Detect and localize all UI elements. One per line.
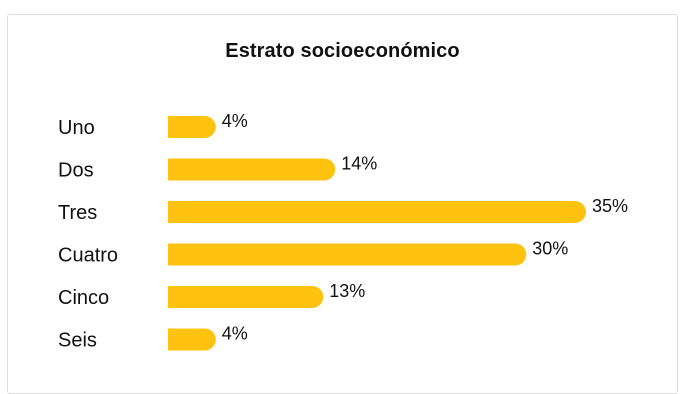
bar xyxy=(168,158,336,181)
bar xyxy=(168,116,216,138)
value-label: 4% xyxy=(222,324,248,344)
category-label: Cinco xyxy=(58,287,109,309)
category-label: Dos xyxy=(58,160,94,182)
bar xyxy=(168,286,324,308)
value-label: 35% xyxy=(592,196,628,216)
value-label: 13% xyxy=(329,281,365,301)
category-label: Cuatro xyxy=(58,245,118,267)
value-label: 14% xyxy=(341,154,377,174)
category-label: Seis xyxy=(58,330,97,352)
bar xyxy=(168,328,216,351)
value-label: 30% xyxy=(532,239,568,259)
value-label: 4% xyxy=(222,111,248,131)
category-label: Tres xyxy=(58,202,97,224)
chart-title: Estrato socioeconómico xyxy=(225,40,460,62)
bar xyxy=(168,243,527,266)
bar xyxy=(168,201,586,223)
category-label: Uno xyxy=(58,117,95,139)
